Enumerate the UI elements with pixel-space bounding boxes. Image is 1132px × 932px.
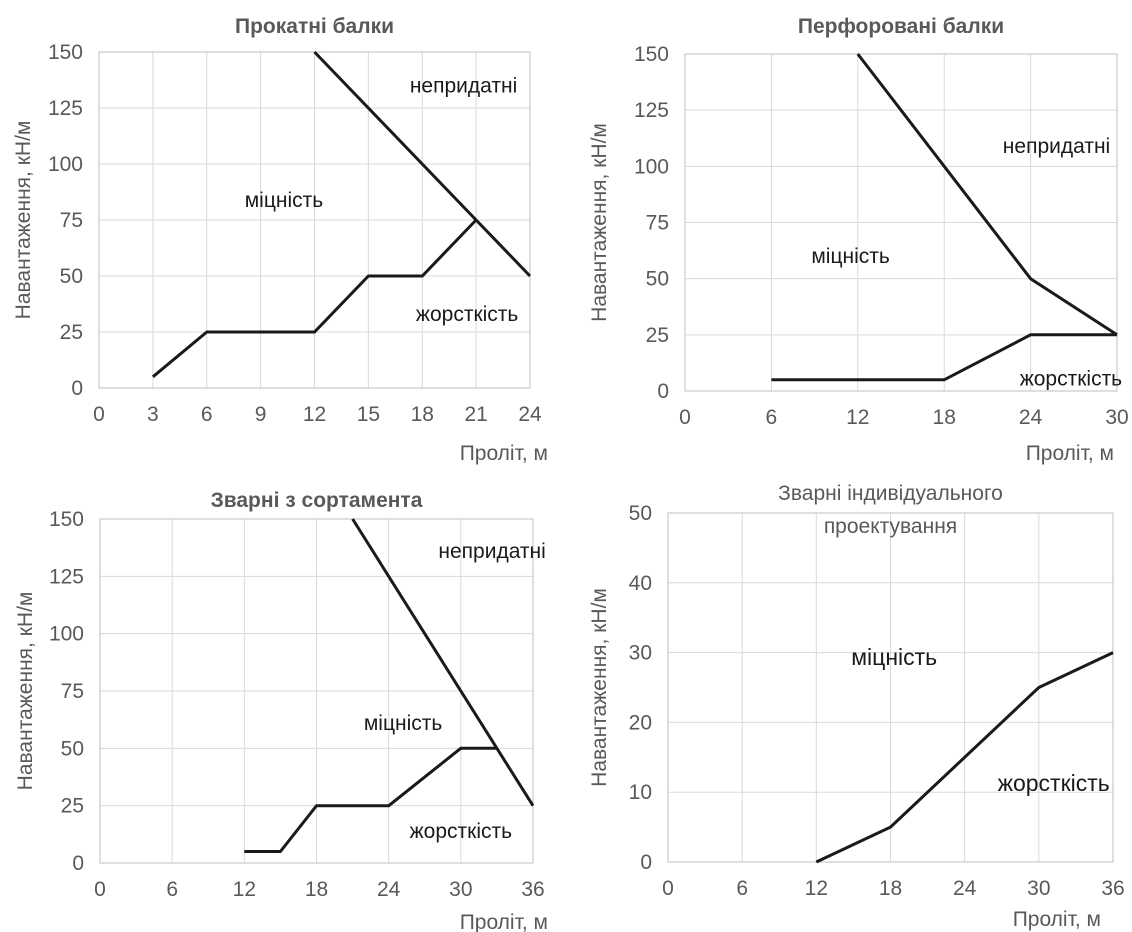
x-tick-label: 3 — [147, 403, 159, 426]
y-tick-label: 0 — [640, 851, 652, 874]
x-tick-label: 12 — [805, 877, 828, 900]
region-annotation: міцність — [364, 712, 443, 735]
y-axis-label: Навантаження, кН/м — [14, 592, 37, 791]
chart-title: Зварні з сортамента — [211, 489, 423, 512]
chart-rolled-beams: 0 3 6 9 12 15 18 21 24 0 25 50 75 100 125 150 Прокатні б… — [0, 0, 566, 466]
y-tick-label: 100 — [48, 153, 83, 176]
y-tick-label: 40 — [629, 572, 652, 595]
series-line-1 — [351, 518, 535, 807]
series-line-1 — [815, 651, 1114, 864]
x-tick-label: 12 — [233, 878, 256, 901]
y-tick-label: 150 — [634, 43, 669, 66]
x-tick-label: 30 — [1027, 877, 1050, 900]
x-tick-label: 6 — [766, 406, 778, 429]
series-line-1 — [856, 53, 1118, 337]
plot-frame — [667, 512, 1114, 863]
x-tick-label: 12 — [303, 403, 326, 426]
series-line-2 — [771, 333, 1117, 382]
y-tick-label: 0 — [71, 377, 83, 400]
y-tick-label: 20 — [629, 711, 652, 734]
y-tick-label: 0 — [657, 380, 669, 403]
chart-svg: 0 3 6 9 12 15 18 21 24 0 25 50 75 100 125 150 Прокатні б… — [12, 15, 548, 465]
y-tick-label: 125 — [49, 565, 84, 588]
y-axis-label: Навантаження, кН/м — [12, 121, 35, 320]
chart-svg: 0 6 12 18 24 30 0 25 50 75 100 125 150 Перфоровані ба… — [588, 15, 1129, 465]
x-tick-label: 36 — [521, 878, 544, 901]
chart-welded-assortment: 0 6 12 18 24 30 36 0 25 50 75 100 125 150 Зварні з сор… — [0, 466, 566, 932]
region-annotation: непридатні — [410, 75, 517, 98]
x-tick-label: 30 — [1105, 406, 1128, 429]
series-line-2 — [244, 746, 497, 853]
y-tick-label: 100 — [49, 623, 84, 646]
chart-svg: 0 6 12 18 24 30 36 0 10 20 30 40 50 Зварні індивідуал… — [588, 482, 1125, 931]
x-tick-label: 18 — [933, 406, 956, 429]
chart-welded-individual: 0 6 12 18 24 30 36 0 10 20 30 40 50 Зварні індивідуал… — [566, 466, 1132, 932]
y-axis-label: Навантаження, кН/м — [588, 588, 611, 787]
y-tick-label: 30 — [629, 642, 652, 665]
x-axis-label: Проліт, м — [1026, 442, 1114, 465]
x-tick-label: 24 — [518, 403, 542, 426]
x-tick-label: 6 — [736, 877, 748, 900]
chart-svg: 0 6 12 18 24 30 36 0 25 50 75 100 125 150 Зварні з сор… — [14, 489, 548, 932]
x-tick-label: 21 — [464, 403, 487, 426]
region-annotation: міцність — [811, 245, 890, 268]
x-axis-label: Проліт, м — [460, 442, 548, 465]
x-tick-label: 6 — [201, 403, 213, 426]
x-tick-label: 0 — [93, 403, 105, 426]
y-axis-label: Навантаження, кН/м — [588, 123, 611, 322]
plot-frame — [99, 518, 534, 864]
y-tick-label: 10 — [629, 781, 652, 804]
region-annotation: міцність — [851, 644, 937, 670]
x-axis-label: Проліт, м — [460, 911, 548, 932]
region-annotation: жорсткість — [416, 303, 518, 326]
y-tick-label: 150 — [48, 41, 83, 64]
x-tick-label: 0 — [679, 406, 691, 429]
x-tick-label: 18 — [411, 403, 434, 426]
plot-frame — [684, 53, 1118, 392]
chart-title: Прокатні балки — [235, 15, 394, 38]
y-tick-label: 75 — [646, 212, 669, 235]
x-tick-label: 0 — [94, 878, 106, 901]
y-tick-label: 25 — [60, 321, 83, 344]
series-line-2 — [151, 218, 478, 378]
x-tick-label: 9 — [255, 403, 267, 426]
x-tick-label: 30 — [449, 878, 472, 901]
y-tick-label: 50 — [60, 265, 83, 288]
region-annotation: непридатні — [438, 540, 545, 563]
region-annotation: жорсткість — [1020, 368, 1122, 391]
x-tick-label: 36 — [1101, 877, 1124, 900]
y-tick-label: 75 — [60, 209, 83, 232]
y-tick-label: 125 — [634, 99, 669, 122]
y-tick-label: 75 — [61, 680, 84, 703]
region-annotation: непридатні — [1003, 135, 1110, 158]
x-tick-label: 6 — [166, 878, 178, 901]
chart-title: Зварні індивідуального — [778, 482, 1003, 505]
y-tick-label: 125 — [48, 97, 83, 120]
chart-title: проектування — [824, 515, 957, 538]
x-tick-label: 24 — [953, 877, 977, 900]
y-tick-label: 100 — [634, 155, 669, 178]
x-tick-label: 15 — [357, 403, 380, 426]
x-axis-label: Проліт, м — [1013, 908, 1101, 931]
x-tick-label: 18 — [879, 877, 902, 900]
region-annotation: жорсткість — [998, 770, 1110, 796]
region-annotation: жорсткість — [410, 820, 512, 843]
y-tick-label: 0 — [72, 852, 84, 875]
y-tick-label: 150 — [49, 508, 84, 531]
x-tick-label: 0 — [662, 877, 674, 900]
region-annotation: міцність — [245, 189, 324, 212]
y-tick-label: 50 — [629, 502, 652, 525]
x-tick-label: 24 — [377, 878, 401, 901]
x-tick-label: 18 — [305, 878, 328, 901]
y-tick-label: 50 — [646, 268, 669, 291]
x-tick-label: 12 — [846, 406, 869, 429]
y-tick-label: 50 — [61, 737, 84, 760]
y-tick-label: 25 — [646, 324, 669, 347]
chart-title: Перфоровані балки — [798, 15, 1004, 38]
y-tick-label: 25 — [61, 795, 84, 818]
chart-perforated-beams: 0 6 12 18 24 30 0 25 50 75 100 125 150 Перфоровані ба… — [566, 0, 1132, 466]
x-tick-label: 24 — [1019, 406, 1043, 429]
